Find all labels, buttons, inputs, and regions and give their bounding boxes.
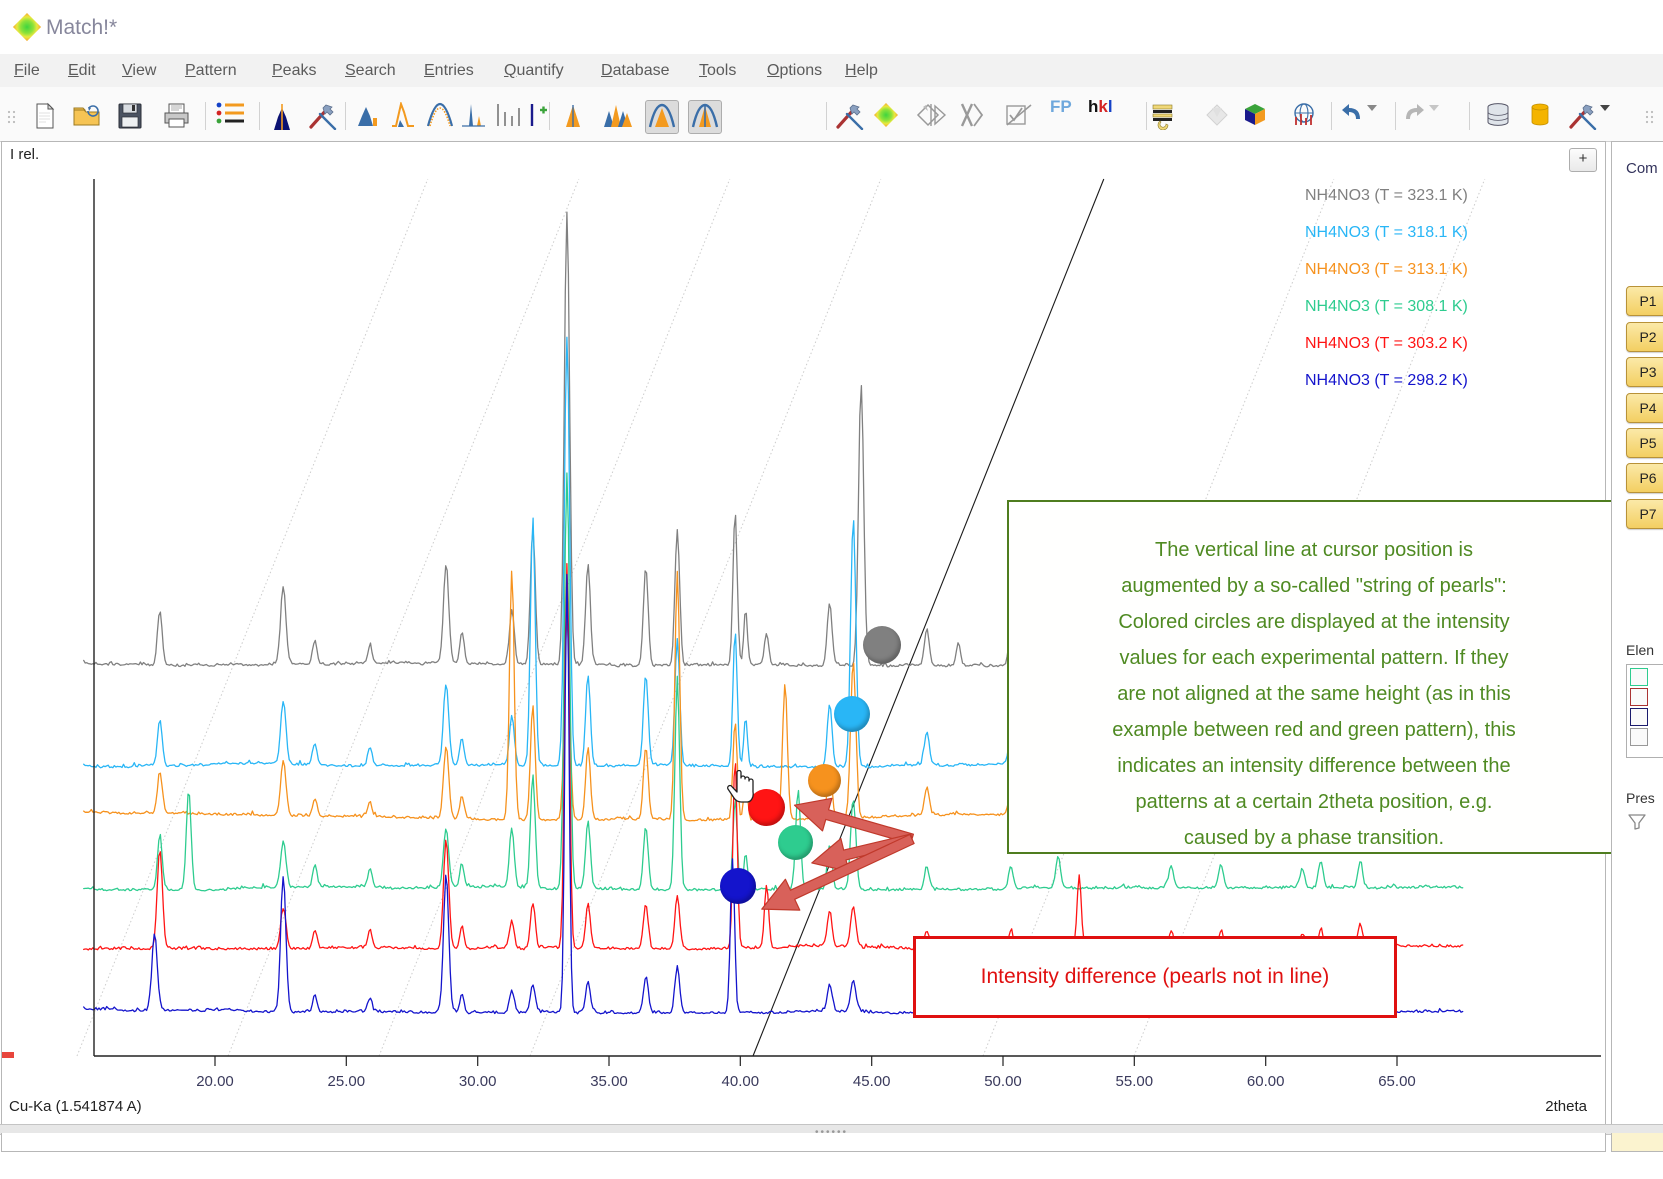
svg-text:40.00: 40.00 bbox=[722, 1073, 760, 1090]
svg-text:50.00: 50.00 bbox=[984, 1073, 1022, 1090]
svg-text:25.00: 25.00 bbox=[328, 1073, 366, 1090]
svg-text:30.00: 30.00 bbox=[459, 1073, 497, 1090]
svg-text:65.00: 65.00 bbox=[1378, 1073, 1416, 1090]
svg-text:35.00: 35.00 bbox=[590, 1073, 628, 1090]
svg-text:60.00: 60.00 bbox=[1247, 1073, 1285, 1090]
svg-text:20.00: 20.00 bbox=[196, 1073, 234, 1090]
svg-text:55.00: 55.00 bbox=[1116, 1073, 1154, 1090]
svg-text:45.00: 45.00 bbox=[853, 1073, 891, 1090]
